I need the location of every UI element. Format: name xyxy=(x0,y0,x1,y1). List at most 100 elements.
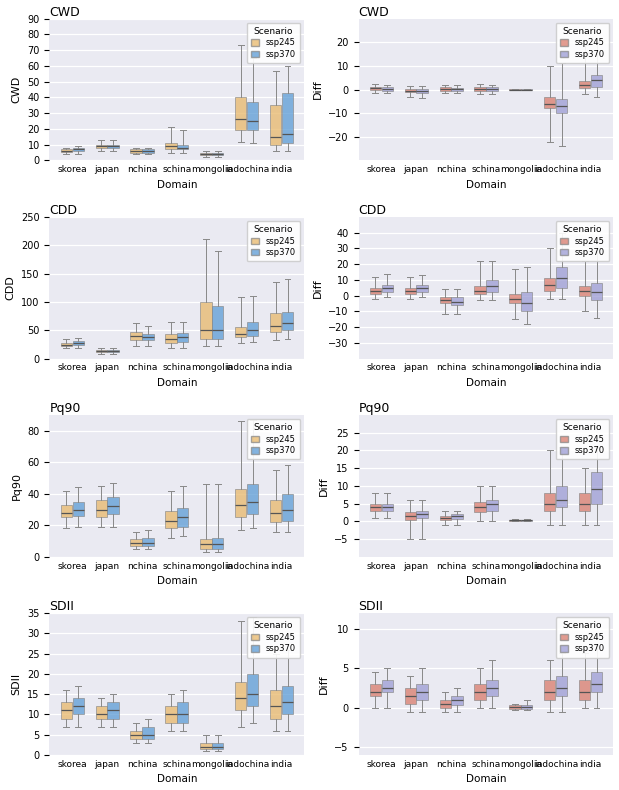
PathPatch shape xyxy=(487,87,498,92)
PathPatch shape xyxy=(61,505,72,517)
X-axis label: Domain: Domain xyxy=(157,774,197,784)
Text: CDD: CDD xyxy=(50,204,77,216)
PathPatch shape xyxy=(579,81,591,88)
PathPatch shape xyxy=(72,341,84,345)
PathPatch shape xyxy=(381,680,392,692)
PathPatch shape xyxy=(417,89,428,93)
X-axis label: Domain: Domain xyxy=(465,378,506,388)
PathPatch shape xyxy=(405,89,416,92)
Text: CDD: CDD xyxy=(358,204,386,216)
PathPatch shape xyxy=(270,313,282,332)
Text: CWD: CWD xyxy=(50,6,80,18)
PathPatch shape xyxy=(201,743,212,749)
PathPatch shape xyxy=(451,88,462,91)
PathPatch shape xyxy=(95,500,106,517)
PathPatch shape xyxy=(177,333,188,342)
PathPatch shape xyxy=(487,500,498,510)
PathPatch shape xyxy=(451,514,462,518)
Legend: ssp245, ssp370: ssp245, ssp370 xyxy=(556,23,609,63)
PathPatch shape xyxy=(95,145,106,148)
PathPatch shape xyxy=(201,152,212,155)
PathPatch shape xyxy=(61,343,72,346)
Y-axis label: CDD: CDD xyxy=(6,276,15,300)
PathPatch shape xyxy=(131,149,142,152)
PathPatch shape xyxy=(556,267,568,288)
PathPatch shape xyxy=(509,705,521,709)
PathPatch shape xyxy=(282,494,293,521)
PathPatch shape xyxy=(235,97,246,130)
PathPatch shape xyxy=(544,96,555,108)
PathPatch shape xyxy=(235,682,246,710)
PathPatch shape xyxy=(417,684,428,700)
PathPatch shape xyxy=(439,87,451,91)
X-axis label: Domain: Domain xyxy=(465,774,506,784)
PathPatch shape xyxy=(417,284,428,292)
PathPatch shape xyxy=(282,686,293,714)
PathPatch shape xyxy=(439,297,451,303)
PathPatch shape xyxy=(474,684,486,700)
PathPatch shape xyxy=(591,472,602,504)
PathPatch shape xyxy=(282,311,293,330)
PathPatch shape xyxy=(521,89,532,90)
Text: CWD: CWD xyxy=(358,6,389,18)
PathPatch shape xyxy=(212,538,223,549)
Y-axis label: Diff: Diff xyxy=(319,675,329,694)
PathPatch shape xyxy=(72,148,84,151)
PathPatch shape xyxy=(108,702,119,719)
PathPatch shape xyxy=(521,520,532,521)
PathPatch shape xyxy=(370,87,381,90)
Text: SDII: SDII xyxy=(50,600,74,613)
PathPatch shape xyxy=(544,278,555,291)
PathPatch shape xyxy=(405,513,416,520)
PathPatch shape xyxy=(142,727,154,739)
Y-axis label: Diff: Diff xyxy=(313,278,322,298)
PathPatch shape xyxy=(521,705,532,709)
PathPatch shape xyxy=(165,143,176,149)
X-axis label: Domain: Domain xyxy=(465,180,506,190)
PathPatch shape xyxy=(579,493,591,510)
PathPatch shape xyxy=(247,102,258,130)
PathPatch shape xyxy=(405,288,416,294)
X-axis label: Domain: Domain xyxy=(157,378,197,388)
PathPatch shape xyxy=(142,149,154,152)
X-axis label: Domain: Domain xyxy=(157,576,197,586)
PathPatch shape xyxy=(439,700,451,708)
PathPatch shape xyxy=(381,87,392,91)
PathPatch shape xyxy=(579,286,591,295)
PathPatch shape xyxy=(270,690,282,719)
PathPatch shape xyxy=(108,497,119,514)
PathPatch shape xyxy=(270,105,282,145)
PathPatch shape xyxy=(247,322,258,336)
PathPatch shape xyxy=(131,332,142,340)
Legend: ssp245, ssp370: ssp245, ssp370 xyxy=(556,617,609,657)
PathPatch shape xyxy=(108,349,119,352)
Legend: ssp245, ssp370: ssp245, ssp370 xyxy=(556,419,609,460)
PathPatch shape xyxy=(381,504,392,510)
PathPatch shape xyxy=(509,89,521,90)
PathPatch shape xyxy=(417,510,428,517)
PathPatch shape xyxy=(521,292,532,311)
Y-axis label: CWD: CWD xyxy=(12,76,22,103)
PathPatch shape xyxy=(591,283,602,300)
X-axis label: Domain: Domain xyxy=(157,180,197,190)
PathPatch shape xyxy=(556,486,568,507)
PathPatch shape xyxy=(131,731,142,739)
PathPatch shape xyxy=(439,516,451,520)
PathPatch shape xyxy=(509,520,521,521)
PathPatch shape xyxy=(108,145,119,148)
PathPatch shape xyxy=(142,333,154,340)
X-axis label: Domain: Domain xyxy=(465,576,506,586)
PathPatch shape xyxy=(591,75,602,87)
PathPatch shape xyxy=(544,493,555,510)
PathPatch shape xyxy=(165,334,176,344)
Y-axis label: SDII: SDII xyxy=(12,673,22,695)
PathPatch shape xyxy=(177,702,188,723)
Text: SDII: SDII xyxy=(358,600,383,613)
PathPatch shape xyxy=(165,511,176,529)
PathPatch shape xyxy=(95,350,106,352)
PathPatch shape xyxy=(556,676,568,696)
PathPatch shape xyxy=(72,698,84,714)
PathPatch shape xyxy=(212,743,223,749)
PathPatch shape xyxy=(487,680,498,696)
PathPatch shape xyxy=(165,706,176,723)
